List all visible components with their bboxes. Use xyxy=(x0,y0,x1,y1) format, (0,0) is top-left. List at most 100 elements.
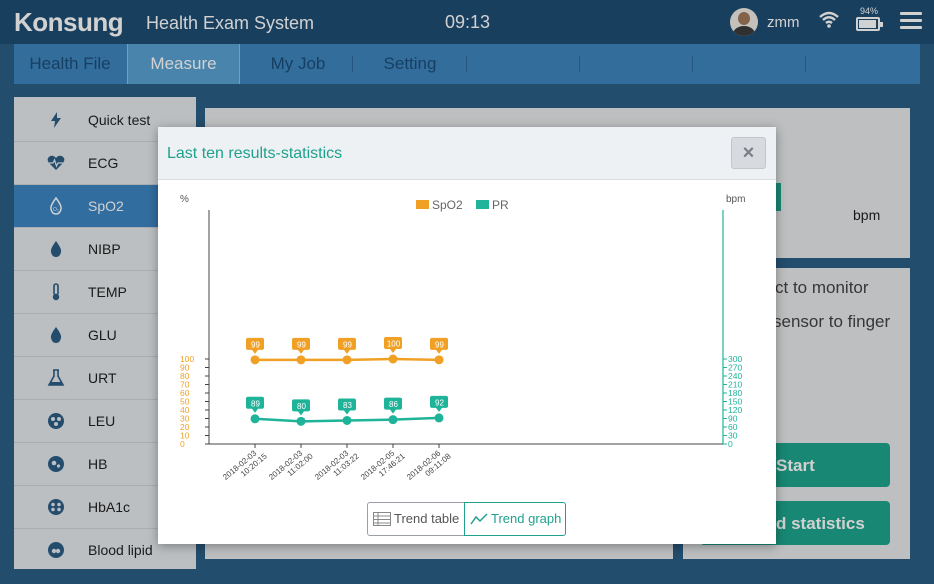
data-point xyxy=(342,355,352,365)
data-point xyxy=(434,355,444,365)
data-point xyxy=(250,414,260,424)
dialog-header: Last ten results-statistics × xyxy=(158,127,776,180)
sidebar-item-label: URT xyxy=(88,370,117,386)
left-tick-label: 50 xyxy=(180,397,190,407)
sidebar-item-label: HB xyxy=(88,456,108,472)
sidebar-item-glu[interactable]: GLU xyxy=(14,314,196,357)
statistics-dialog: Last ten results-statistics × % bpm 0 10 20 3… xyxy=(158,127,776,544)
clock: 09:13 xyxy=(445,12,491,32)
tab-my-job[interactable]: My Job xyxy=(270,54,326,73)
app-title: Health Exam System xyxy=(146,13,315,33)
sidebar-item-hba1c[interactable]: HbA1c xyxy=(14,486,196,529)
top-bar: Konsung Health Exam System 09:13 zmm 94% xyxy=(0,0,934,44)
right-tick-label: 210 xyxy=(728,380,742,390)
battery-icon xyxy=(856,17,883,31)
sidebar-item-urt[interactable]: URT xyxy=(14,357,196,400)
right-tick-label: 150 xyxy=(728,397,742,407)
right-axis-unit: bpm xyxy=(726,194,745,205)
sidebar-item-nibp[interactable]: NIBP xyxy=(14,228,196,271)
data-label: 92 xyxy=(435,398,444,407)
close-button[interactable]: × xyxy=(731,137,766,169)
trend-chart: % bpm010203040506070809010003060901201501… xyxy=(180,194,745,488)
right-tick-label: 120 xyxy=(728,405,742,415)
left-axis-unit: % xyxy=(180,194,189,205)
username[interactable]: zmm xyxy=(767,14,800,31)
cells-icon xyxy=(48,542,64,558)
drop-icon xyxy=(50,327,62,343)
left-tick-label: 60 xyxy=(180,388,190,398)
data-point xyxy=(342,415,352,425)
sidebar-item-label: LEU xyxy=(88,413,116,429)
cells-icon xyxy=(48,499,64,515)
x-tick-label: 2018-02-0517:46:21 xyxy=(359,444,407,488)
trend-table-button[interactable]: Trend table xyxy=(367,502,465,536)
legend-swatch xyxy=(476,200,489,209)
data-label-bubble xyxy=(430,337,448,354)
right-tick-label: 30 xyxy=(728,431,738,441)
data-label: 99 xyxy=(343,340,352,349)
dialog-title: Last ten results-statistics xyxy=(167,145,343,162)
brand-logo: Konsung xyxy=(14,7,124,37)
cells-icon xyxy=(48,413,64,429)
trend-graph-button[interactable]: Trend graph xyxy=(464,502,566,536)
sidebar-item-label: Blood lipid xyxy=(88,542,153,558)
sidebar-item-blood-lipid[interactable]: Blood lipid xyxy=(14,529,196,572)
svg-text:O₂: O₂ xyxy=(53,207,59,213)
sidebar-item-ecg[interactable]: ECG xyxy=(14,142,196,185)
data-label-bubble xyxy=(384,397,402,414)
sidebar-item-label: NIBP xyxy=(88,241,121,257)
legend-label: PR xyxy=(492,198,509,212)
thermometer-icon xyxy=(52,283,60,301)
left-tick-label: 20 xyxy=(180,422,190,432)
data-point xyxy=(388,415,398,425)
right-tick-label: 270 xyxy=(728,363,742,373)
sidebar-item-label: SpO2 xyxy=(88,198,124,214)
data-label: 83 xyxy=(343,401,352,410)
data-label: 86 xyxy=(389,400,398,409)
left-tick-label: 30 xyxy=(180,414,190,424)
data-label: 89 xyxy=(251,399,260,408)
legend-swatch xyxy=(416,200,429,209)
line-graph-icon xyxy=(470,513,488,525)
left-tick-label: 10 xyxy=(180,431,190,441)
battery-percent: 94% xyxy=(860,6,879,16)
bpm-unit: bpm xyxy=(853,207,881,223)
tab-measure[interactable]: Measure xyxy=(127,44,240,84)
hint-line-2: sensor to finger xyxy=(773,312,891,331)
right-tick-label: 300 xyxy=(728,354,742,364)
tab-health-file[interactable]: Health File xyxy=(29,54,111,73)
data-label: 99 xyxy=(251,340,260,349)
left-tick-label: 80 xyxy=(180,371,190,381)
drop-icon xyxy=(50,241,62,257)
heart-pulse-icon xyxy=(47,155,65,170)
sidebar-item-label: Quick test xyxy=(88,112,151,128)
data-label: 99 xyxy=(297,340,306,349)
menu-icon[interactable] xyxy=(900,12,922,30)
tab-setting[interactable]: Setting xyxy=(383,54,437,73)
avatar[interactable] xyxy=(730,8,758,36)
left-tick-label: 100 xyxy=(180,354,194,364)
flask-icon xyxy=(47,369,65,386)
sidebar-item-quick-test[interactable]: Quick test xyxy=(14,99,196,142)
data-label: 80 xyxy=(297,402,306,411)
sidebar-item-leu[interactable]: LEU xyxy=(14,400,196,443)
data-label: 100 xyxy=(387,340,401,349)
drop-icon: O₂ xyxy=(50,197,62,215)
hint-line-1: ct to monitor xyxy=(775,278,869,297)
right-tick-label: 180 xyxy=(728,388,742,398)
data-label-bubble xyxy=(246,396,264,413)
right-tick-label: 60 xyxy=(728,422,738,432)
sidebar-item-hb[interactable]: HB xyxy=(14,443,196,486)
wifi-icon xyxy=(819,11,839,28)
sidebar-item-temp[interactable]: TEMP xyxy=(14,271,196,314)
right-tick-label: 90 xyxy=(728,414,738,424)
data-label-bubble xyxy=(246,337,264,354)
data-point xyxy=(296,416,306,426)
sidebar-item-label: TEMP xyxy=(88,284,127,300)
data-point xyxy=(388,354,398,364)
table-icon xyxy=(373,512,391,526)
sidebar-item-label: ECG xyxy=(88,155,119,171)
lightning-icon xyxy=(51,112,61,128)
cells-icon xyxy=(48,456,64,472)
right-tick-label: 240 xyxy=(728,371,742,381)
